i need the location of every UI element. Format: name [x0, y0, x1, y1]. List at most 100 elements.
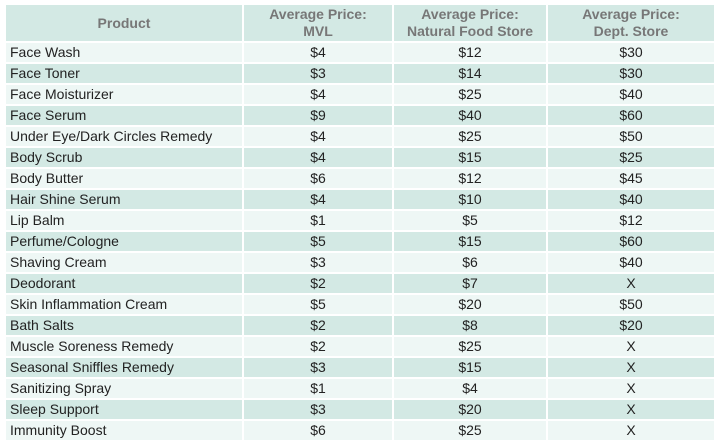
dept-store-price-cell: $40 — [548, 190, 714, 209]
dept-store-price-cell: X — [548, 337, 714, 356]
product-cell: Deodorant — [6, 274, 242, 293]
table-row: Face Wash $4 $12 $30 — [6, 43, 714, 62]
dept-store-price-cell: $30 — [548, 43, 714, 62]
dept-store-price-cell: X — [548, 379, 714, 398]
dept-store-price-cell: X — [548, 358, 714, 377]
mvl-price-cell: $3 — [244, 64, 392, 83]
natural-food-store-price-cell: $25 — [394, 85, 546, 104]
dept-store-price-cell: $50 — [548, 295, 714, 314]
table-row: Under Eye/Dark Circles Remedy $4 $25 $50 — [6, 127, 714, 146]
product-cell: Face Serum — [6, 106, 242, 125]
product-cell: Immunity Boost — [6, 421, 242, 440]
product-cell: Under Eye/Dark Circles Remedy — [6, 127, 242, 146]
mvl-price-cell: $5 — [244, 295, 392, 314]
header-natural-food-store-price: Average Price: Natural Food Store — [394, 5, 546, 41]
table-row: Muscle Soreness Remedy $2 $25 X — [6, 337, 714, 356]
natural-food-store-price-cell: $7 — [394, 274, 546, 293]
mvl-price-cell: $2 — [244, 337, 392, 356]
product-cell: Body Butter — [6, 169, 242, 188]
dept-store-price-cell: X — [548, 274, 714, 293]
natural-food-store-price-cell: $4 — [394, 379, 546, 398]
price-comparison-table: Product Average Price: MVL Average Price… — [4, 3, 716, 442]
table-row: Body Butter $6 $12 $45 — [6, 169, 714, 188]
product-cell: Sanitizing Spray — [6, 379, 242, 398]
table-row: Deodorant $2 $7 X — [6, 274, 714, 293]
dept-store-price-cell: $60 — [548, 106, 714, 125]
header-dept-store-price: Average Price: Dept. Store — [548, 5, 714, 41]
table-row: Face Toner $3 $14 $30 — [6, 64, 714, 83]
table-row: Sleep Support $3 $20 X — [6, 400, 714, 419]
dept-store-price-cell: $12 — [548, 211, 714, 230]
dept-store-price-cell: X — [548, 421, 714, 440]
dept-store-price-cell: X — [548, 400, 714, 419]
natural-food-store-price-cell: $12 — [394, 169, 546, 188]
natural-food-store-price-cell: $15 — [394, 232, 546, 251]
mvl-price-cell: $1 — [244, 211, 392, 230]
product-cell: Muscle Soreness Remedy — [6, 337, 242, 356]
table-row: Face Serum $9 $40 $60 — [6, 106, 714, 125]
table-body: Face Wash $4 $12 $30 Face Toner $3 $14 $30 Face … — [6, 43, 714, 440]
table-row: Body Scrub $4 $15 $25 — [6, 148, 714, 167]
table-row: Hair Shine Serum $4 $10 $40 — [6, 190, 714, 209]
product-cell: Seasonal Sniffles Remedy — [6, 358, 242, 377]
table-row: Seasonal Sniffles Remedy $3 $15 X — [6, 358, 714, 377]
natural-food-store-price-cell: $20 — [394, 400, 546, 419]
product-cell: Face Moisturizer — [6, 85, 242, 104]
natural-food-store-price-cell: $15 — [394, 358, 546, 377]
natural-food-store-price-cell: $5 — [394, 211, 546, 230]
natural-food-store-price-cell: $25 — [394, 421, 546, 440]
product-cell: Perfume/Cologne — [6, 232, 242, 251]
dept-store-price-cell: $25 — [548, 148, 714, 167]
mvl-price-cell: $2 — [244, 274, 392, 293]
mvl-price-cell: $4 — [244, 43, 392, 62]
natural-food-store-price-cell: $10 — [394, 190, 546, 209]
header-product: Product — [6, 5, 242, 41]
table-row: Immunity Boost $6 $25 X — [6, 421, 714, 440]
dept-store-price-cell: $40 — [548, 85, 714, 104]
natural-food-store-price-cell: $15 — [394, 148, 546, 167]
natural-food-store-price-cell: $40 — [394, 106, 546, 125]
mvl-price-cell: $4 — [244, 148, 392, 167]
mvl-price-cell: $3 — [244, 400, 392, 419]
table-row: Face Moisturizer $4 $25 $40 — [6, 85, 714, 104]
natural-food-store-price-cell: $6 — [394, 253, 546, 272]
dept-store-price-cell: $45 — [548, 169, 714, 188]
table-row: Lip Balm $1 $5 $12 — [6, 211, 714, 230]
mvl-price-cell: $4 — [244, 127, 392, 146]
dept-store-price-cell: $20 — [548, 316, 714, 335]
natural-food-store-price-cell: $8 — [394, 316, 546, 335]
dept-store-price-cell: $50 — [548, 127, 714, 146]
mvl-price-cell: $1 — [244, 379, 392, 398]
mvl-price-cell: $6 — [244, 169, 392, 188]
natural-food-store-price-cell: $20 — [394, 295, 546, 314]
natural-food-store-price-cell: $25 — [394, 337, 546, 356]
mvl-price-cell: $3 — [244, 358, 392, 377]
product-cell: Face Wash — [6, 43, 242, 62]
header-row: Product Average Price: MVL Average Price… — [6, 5, 714, 41]
product-cell: Hair Shine Serum — [6, 190, 242, 209]
dept-store-price-cell: $60 — [548, 232, 714, 251]
mvl-price-cell: $4 — [244, 85, 392, 104]
product-cell: Lip Balm — [6, 211, 242, 230]
product-cell: Shaving Cream — [6, 253, 242, 272]
product-cell: Body Scrub — [6, 148, 242, 167]
mvl-price-cell: $4 — [244, 190, 392, 209]
product-cell: Sleep Support — [6, 400, 242, 419]
product-cell: Face Toner — [6, 64, 242, 83]
product-cell: Skin Inflammation Cream — [6, 295, 242, 314]
dept-store-price-cell: $40 — [548, 253, 714, 272]
table-row: Bath Salts $2 $8 $20 — [6, 316, 714, 335]
natural-food-store-price-cell: $12 — [394, 43, 546, 62]
mvl-price-cell: $2 — [244, 316, 392, 335]
product-cell: Bath Salts — [6, 316, 242, 335]
natural-food-store-price-cell: $25 — [394, 127, 546, 146]
mvl-price-cell: $6 — [244, 421, 392, 440]
dept-store-price-cell: $30 — [548, 64, 714, 83]
table-row: Sanitizing Spray $1 $4 X — [6, 379, 714, 398]
natural-food-store-price-cell: $14 — [394, 64, 546, 83]
table-row: Skin Inflammation Cream $5 $20 $50 — [6, 295, 714, 314]
table-row: Perfume/Cologne $5 $15 $60 — [6, 232, 714, 251]
mvl-price-cell: $5 — [244, 232, 392, 251]
header-mvl-price: Average Price: MVL — [244, 5, 392, 41]
table-row: Shaving Cream $3 $6 $40 — [6, 253, 714, 272]
